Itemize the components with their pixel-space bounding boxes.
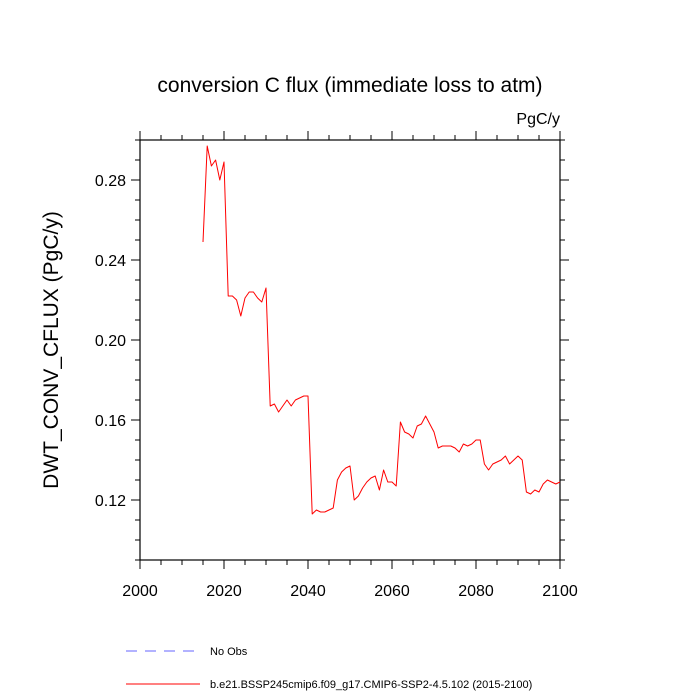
- series-group: [202, 145, 561, 515]
- chart-title: conversion C flux (immediate loss to atm…: [157, 74, 542, 97]
- legend-label-model: b.e21.BSSP245cmip6.f09_g17.CMIP6-SSP2-4.…: [210, 679, 532, 691]
- units-label: PgC/y: [516, 111, 560, 128]
- x-tick-label: 2060: [374, 583, 410, 600]
- x-tick-label: 2100: [542, 583, 578, 600]
- y-tick-label: 0.16: [95, 413, 126, 430]
- x-tick-label: 2000: [122, 583, 158, 600]
- tick-labels: 2000 2020 2040 2060 2080 2100 0.12 0.16 0.20 0.24…: [95, 173, 578, 600]
- x-tick-label: 2080: [458, 583, 494, 600]
- series-line-model: [202, 145, 561, 515]
- plot-frame: [139, 139, 561, 561]
- legend-label-obs: No Obs: [210, 646, 248, 658]
- y-axis-label: DWT_CONV_CFLUX (PgC/y): [40, 211, 63, 489]
- y-tick-label: 0.24: [95, 253, 126, 270]
- x-tick-label: 2020: [206, 583, 242, 600]
- y-tick-label: 0.20: [95, 333, 126, 350]
- y-tick-label: 0.28: [95, 173, 126, 190]
- y-tick-label: 0.12: [95, 493, 126, 510]
- x-tick-label: 2040: [290, 583, 326, 600]
- legend: No Obs b.e21.BSSP245cmip6.f09_g17.CMIP6-…: [126, 646, 532, 691]
- axis-ticks: [131, 131, 569, 569]
